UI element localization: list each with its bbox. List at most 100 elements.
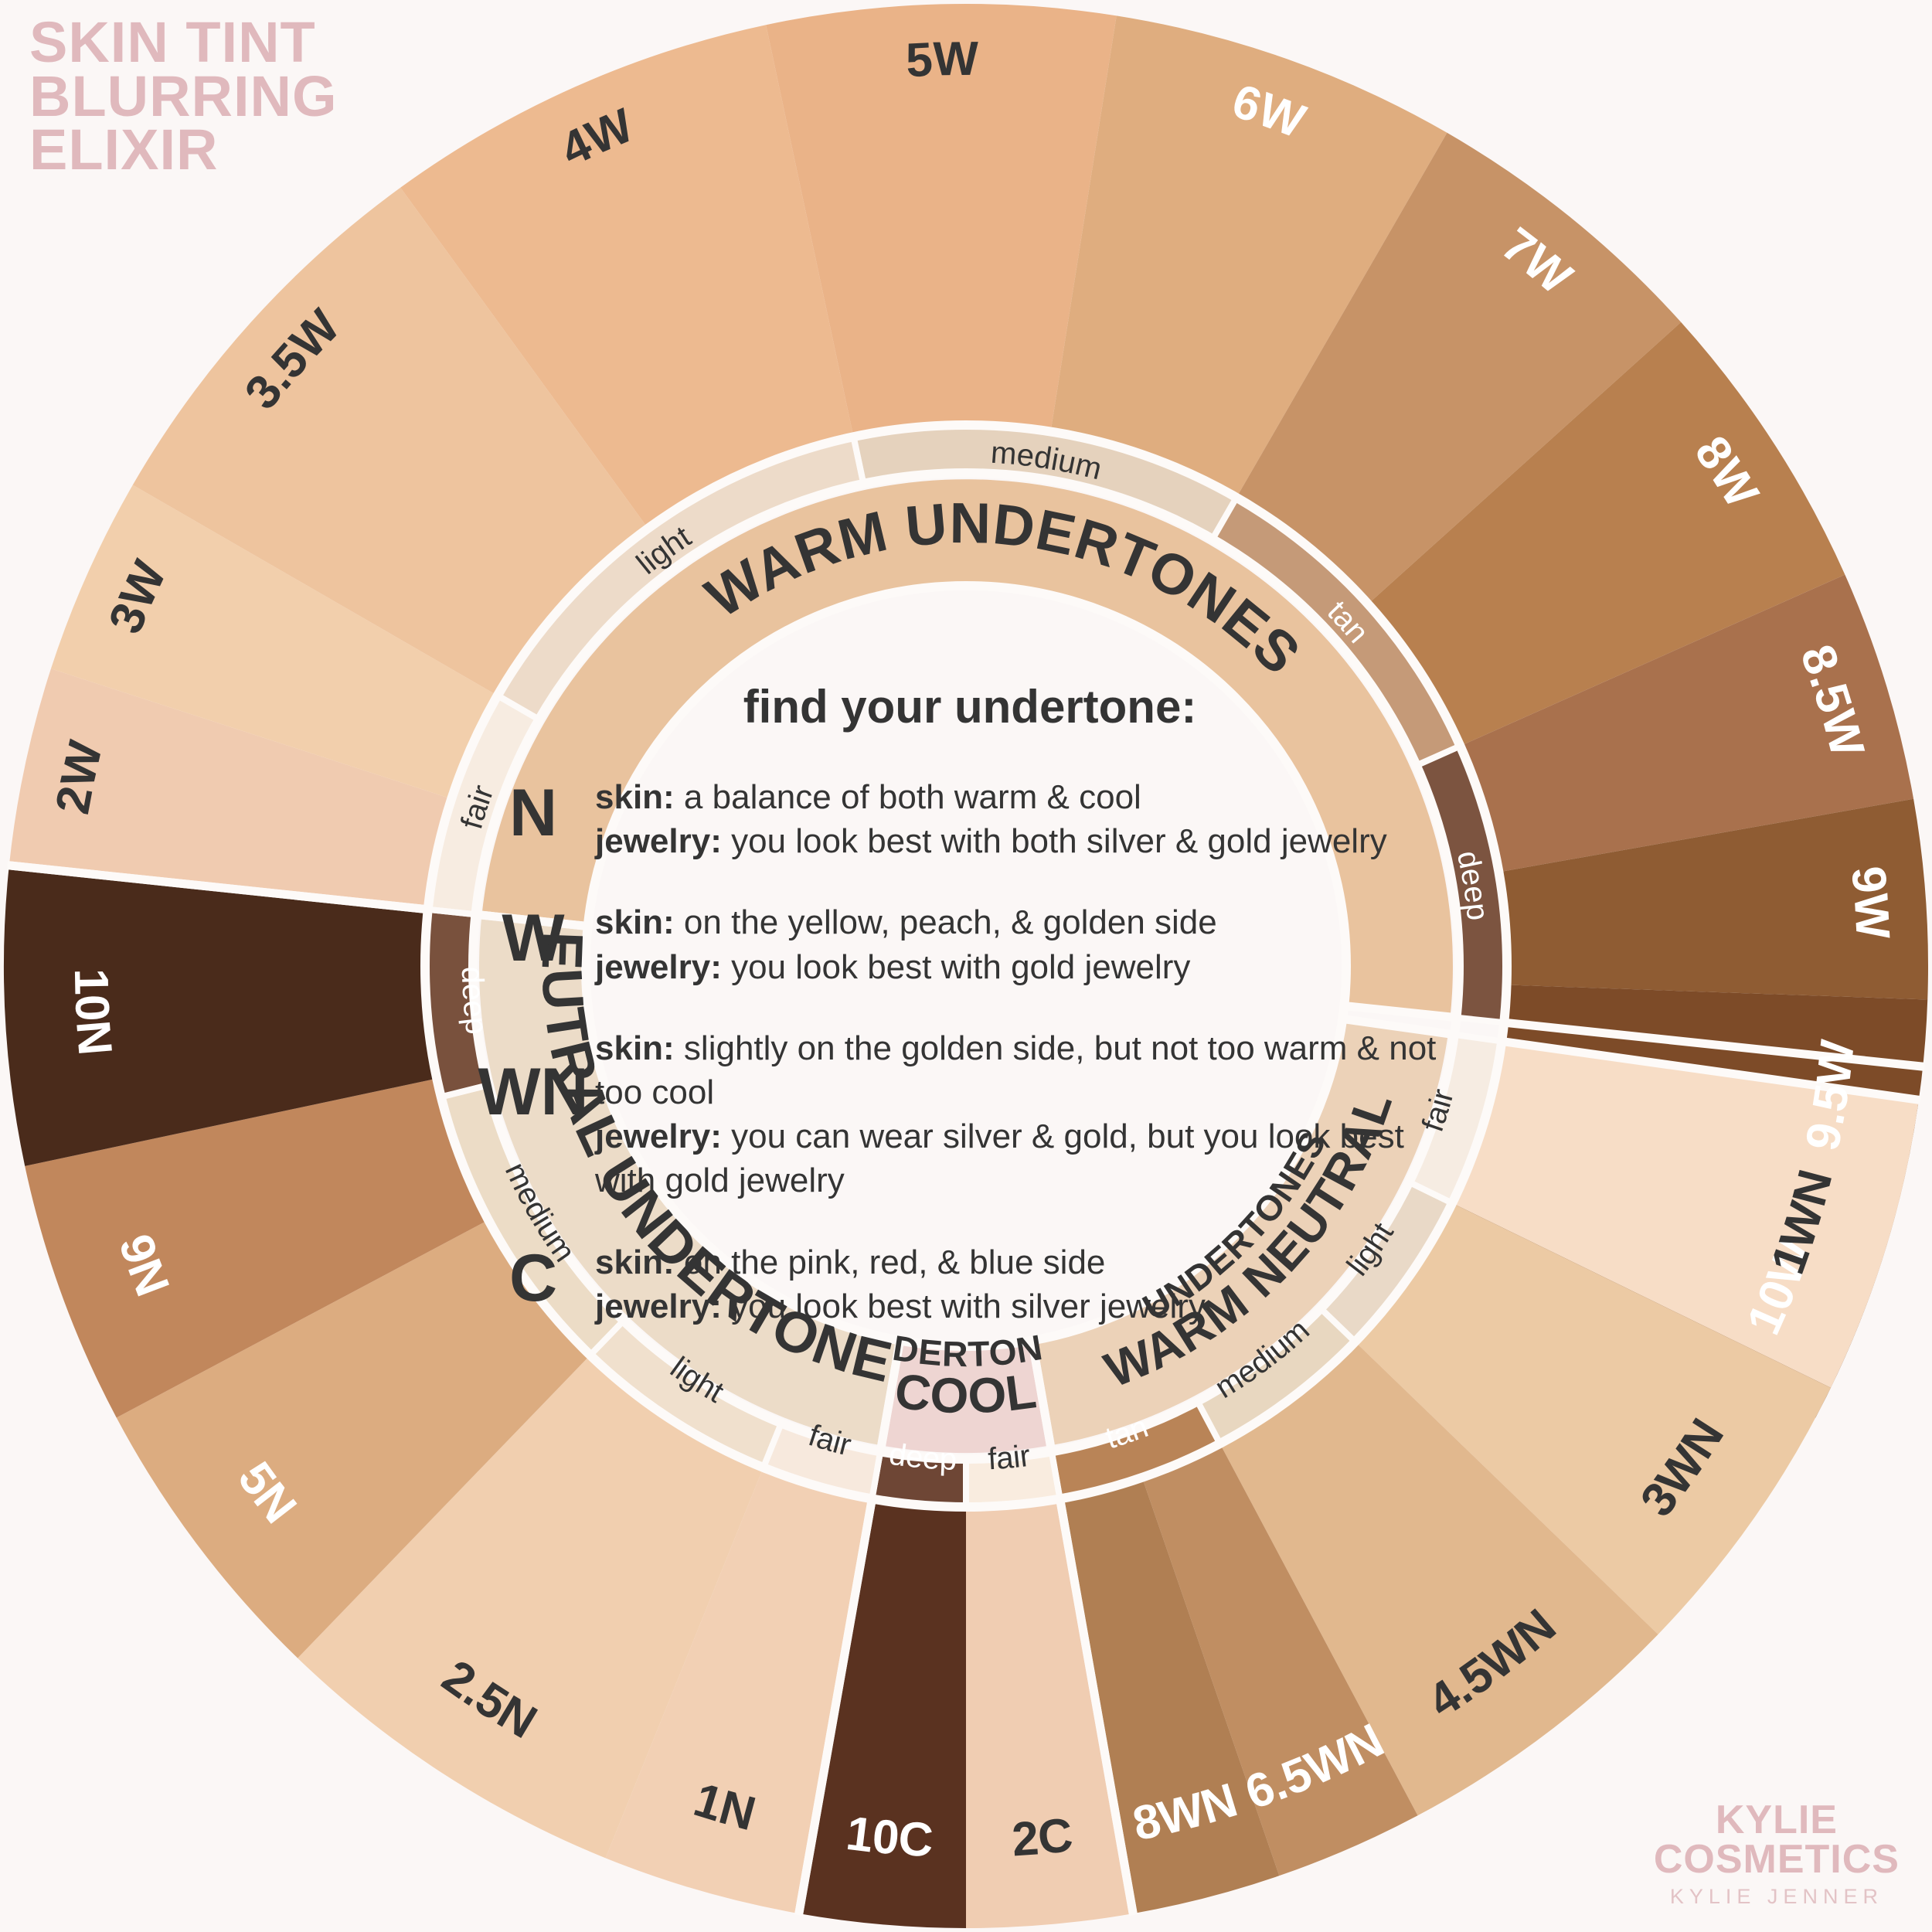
title-line-3: ELIXIR (29, 117, 219, 182)
title-line-2: BLURRING (29, 63, 338, 128)
center-disc (590, 590, 1342, 1342)
depth-segment[interactable] (427, 696, 539, 915)
shade-label-label: 5W (905, 32, 979, 88)
undertone-band[interactable] (881, 1340, 1051, 1454)
undertone-jewelry-line: jewelry: you look best with both silver … (595, 822, 1387, 861)
undertone-band[interactable] (479, 915, 900, 1446)
section-divider (794, 1496, 877, 1917)
shade-label: 2C (1010, 1808, 1075, 1867)
depth-label: fair (987, 1439, 1032, 1477)
brand-name-line-1: KYLIE (1715, 1798, 1838, 1843)
depth-segment[interactable] (1197, 1308, 1355, 1444)
shade-wedge[interactable] (50, 485, 498, 799)
shade-label: 5W (905, 32, 979, 88)
shade-wedge[interactable] (966, 1498, 1134, 1928)
shade-label-label: 10C (843, 1807, 934, 1868)
depth-segment[interactable] (763, 1423, 881, 1499)
undertone-description: skin: on the pink, red, & blue side jewel… (595, 1240, 1468, 1328)
band-divider (1342, 1001, 1453, 1022)
undertone-jewelry-line: jewelry: you look best with silver jewel… (595, 1287, 1206, 1325)
shade-wedge[interactable] (116, 1219, 590, 1658)
undertone-description: skin: a balance of both warm & cool jewel… (595, 775, 1468, 863)
shade-wedge[interactable] (1355, 1202, 1831, 1634)
section-divider (7, 861, 430, 914)
undertone-title: COOL (892, 1362, 1040, 1423)
shade-wedge[interactable] (1236, 132, 1682, 604)
undertone-skin-line: skin: a balance of both warm & cool (595, 778, 1141, 816)
shade-wedge[interactable] (1141, 1444, 1418, 1876)
undertone-band[interactable] (481, 479, 1453, 1017)
depth-segment[interactable] (853, 425, 1236, 539)
shade-wedge[interactable] (1452, 1041, 1919, 1388)
depth-divider (1194, 1398, 1224, 1447)
depth-divider (426, 906, 478, 918)
shade-wedge[interactable] (1460, 574, 1914, 872)
brand-logo: KYLIE COSMETICS KYLIE JENNER (1653, 1798, 1900, 1909)
shade-wedge[interactable] (1219, 1342, 1658, 1816)
undertone-skin-line: skin: on the pink, red, & blue side (595, 1243, 1106, 1281)
depth-segment[interactable] (497, 437, 864, 719)
undertone-jewelry-line: jewelry: you can wear silver & gold, but… (595, 1117, 1404, 1200)
undertone-description: skin: on the yellow, peach, & golden sid… (595, 900, 1468, 988)
depth-segment[interactable] (1409, 1034, 1502, 1203)
band-divider (1027, 1338, 1056, 1448)
depth-label-label: deep (455, 966, 494, 1036)
depth-label-label: deep (887, 1437, 957, 1477)
undertone-code: N (509, 776, 558, 850)
shade-wedge[interactable] (9, 668, 452, 910)
depth-divider (760, 1420, 785, 1471)
shade-wedge[interactable] (298, 1355, 764, 1859)
depth-segment[interactable] (1213, 497, 1461, 766)
shade-wedge[interactable] (25, 1078, 488, 1418)
ring-divider (581, 581, 1351, 1351)
shade-wedge[interactable] (400, 25, 854, 529)
depth-divider (587, 1317, 628, 1359)
undertone-title-label: COOL (892, 1362, 1039, 1423)
depth-segment[interactable] (966, 1451, 1060, 1507)
section-divider (1502, 1018, 1925, 1071)
shade-label-label: 10N (64, 968, 122, 1058)
undertone-entry: WN skin: slightly on the golden side, but… (471, 1026, 1468, 1203)
undertone-description: skin: slightly on the golden side, but n… (595, 1026, 1468, 1203)
undertone-skin-line: skin: on the yellow, peach, & golden sid… (595, 903, 1217, 942)
undertone-guide-heading: find your undertone: (743, 681, 1197, 733)
depth-segment[interactable] (590, 1320, 782, 1468)
shade-label: 9W (1841, 864, 1900, 940)
depth-divider (1317, 1304, 1359, 1345)
depth-segment[interactable] (872, 1451, 966, 1507)
section-divider (1055, 1496, 1138, 1917)
undertone-code: W (502, 901, 565, 976)
depth-divider (1454, 1014, 1506, 1026)
depth-segment[interactable] (1051, 1401, 1220, 1499)
brand-name-line-2: COSMETICS (1653, 1837, 1900, 1883)
shade-wedge[interactable] (4, 865, 437, 1166)
shade-label-label: 2C (1010, 1808, 1075, 1867)
depth-label: deep (455, 966, 494, 1036)
shade-wedge[interactable] (1050, 15, 1447, 498)
shade-wedge[interactable] (132, 187, 648, 696)
depth-divider (1413, 742, 1463, 769)
depth-segment[interactable] (440, 1085, 624, 1355)
depth-segment[interactable] (1320, 1182, 1453, 1342)
shade-label: 10C (843, 1807, 934, 1868)
shade-wedge[interactable] (1498, 798, 1928, 1000)
section-divider (1499, 1036, 1921, 1104)
shade-wedge[interactable] (798, 1498, 966, 1928)
depth-divider (1406, 1179, 1455, 1207)
depth-divider (1048, 1449, 1063, 1502)
band-divider (479, 910, 590, 931)
page-title: SKIN TINT BLURRING ELIXIR (29, 14, 338, 182)
shade-wedge[interactable] (605, 1468, 872, 1914)
depth-divider (495, 692, 543, 723)
band-divider (1340, 1014, 1451, 1039)
shade-wedge[interactable] (1368, 321, 1845, 747)
shade-wedge[interactable] (766, 4, 1117, 437)
shade-label: 10N (64, 968, 122, 1058)
band-divider (876, 1338, 905, 1448)
shade-label-label: 9W (1841, 864, 1900, 940)
